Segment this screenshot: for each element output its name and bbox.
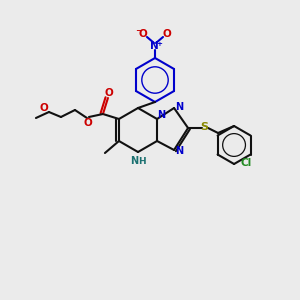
Text: −: − [136,26,142,35]
Text: +: + [156,41,162,47]
Text: N: N [175,102,183,112]
Text: Cl: Cl [241,158,252,167]
Text: O: O [105,88,113,98]
Text: O: O [139,29,147,39]
Text: N: N [157,110,165,120]
Text: S: S [200,122,208,132]
Text: O: O [40,103,48,113]
Text: N: N [175,146,183,156]
Text: O: O [163,29,171,39]
Text: N: N [130,156,138,166]
Text: H: H [138,158,146,166]
Text: O: O [84,118,92,128]
Text: N: N [150,41,158,51]
